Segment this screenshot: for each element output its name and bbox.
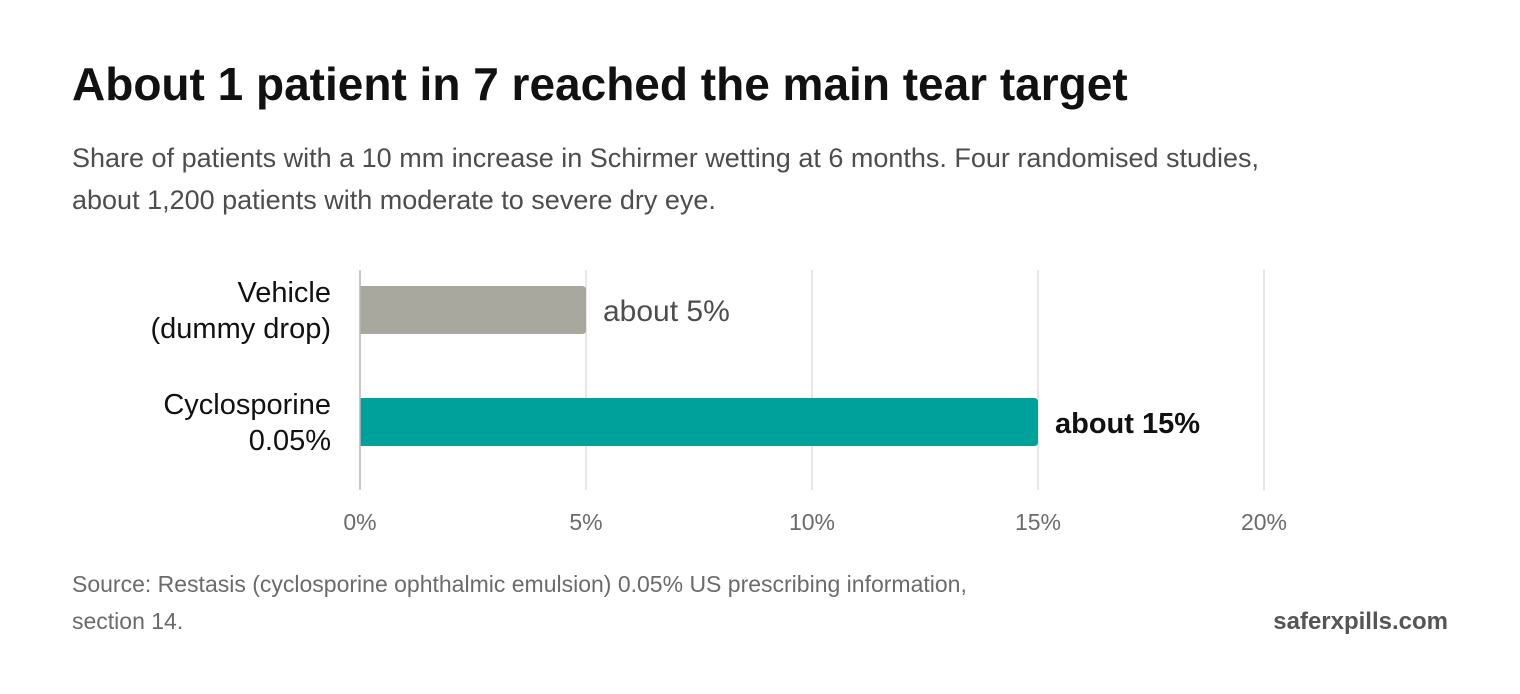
bar-value-label: about 15% [1055,408,1200,440]
bar [360,398,1038,446]
bar-value-label: about 5% [603,295,730,328]
x-tick-label: 0% [343,509,376,535]
x-tick-label: 10% [789,509,835,535]
chart-title: About 1 patient in 7 reached the main te… [72,58,1128,110]
category-label: 0.05% [249,425,331,457]
x-tick-label: 20% [1241,509,1287,535]
source-note: Source: Restasis (cyclosporine ophthalmi… [72,571,967,634]
category-label: (dummy drop) [151,313,332,345]
brand-wordmark: saferxpills.com [1273,608,1448,635]
category-label: Cyclosporine [163,389,331,421]
bar [360,286,586,334]
chart-subtitle: Share of patients with a 10 mm increase … [72,143,1260,215]
x-tick-label: 15% [1015,509,1061,535]
x-tick-label: 5% [569,509,602,535]
category-label: Vehicle [237,277,331,309]
